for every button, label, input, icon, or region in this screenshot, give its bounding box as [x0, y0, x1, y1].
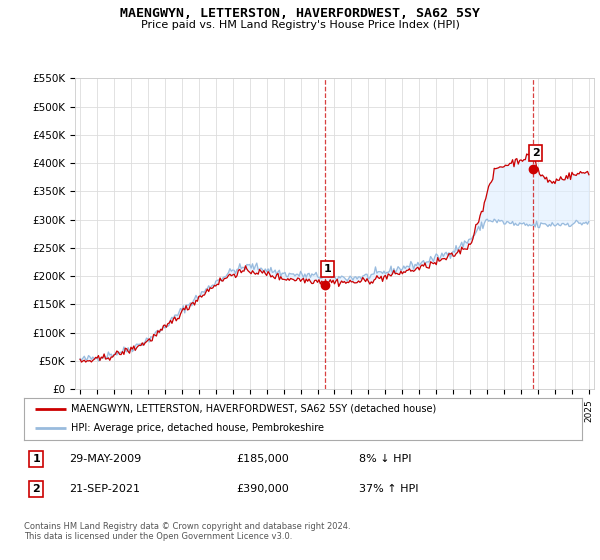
Text: HPI: Average price, detached house, Pembrokeshire: HPI: Average price, detached house, Pemb… [71, 423, 325, 433]
Text: 21-SEP-2021: 21-SEP-2021 [68, 484, 140, 494]
Text: £185,000: £185,000 [236, 454, 289, 464]
Text: 1: 1 [323, 264, 331, 274]
Text: £390,000: £390,000 [236, 484, 289, 494]
Text: MAENGWYN, LETTERSTON, HAVERFORDWEST, SA62 5SY (detached house): MAENGWYN, LETTERSTON, HAVERFORDWEST, SA6… [71, 404, 437, 414]
Text: 8% ↓ HPI: 8% ↓ HPI [359, 454, 412, 464]
Text: 2: 2 [532, 148, 539, 158]
Text: Contains HM Land Registry data © Crown copyright and database right 2024.
This d: Contains HM Land Registry data © Crown c… [24, 522, 350, 542]
Text: MAENGWYN, LETTERSTON, HAVERFORDWEST, SA62 5SY: MAENGWYN, LETTERSTON, HAVERFORDWEST, SA6… [120, 7, 480, 20]
Text: 1: 1 [32, 454, 40, 464]
Text: Price paid vs. HM Land Registry's House Price Index (HPI): Price paid vs. HM Land Registry's House … [140, 20, 460, 30]
Text: 29-MAY-2009: 29-MAY-2009 [68, 454, 141, 464]
Text: 2: 2 [32, 484, 40, 494]
Text: 37% ↑ HPI: 37% ↑ HPI [359, 484, 418, 494]
